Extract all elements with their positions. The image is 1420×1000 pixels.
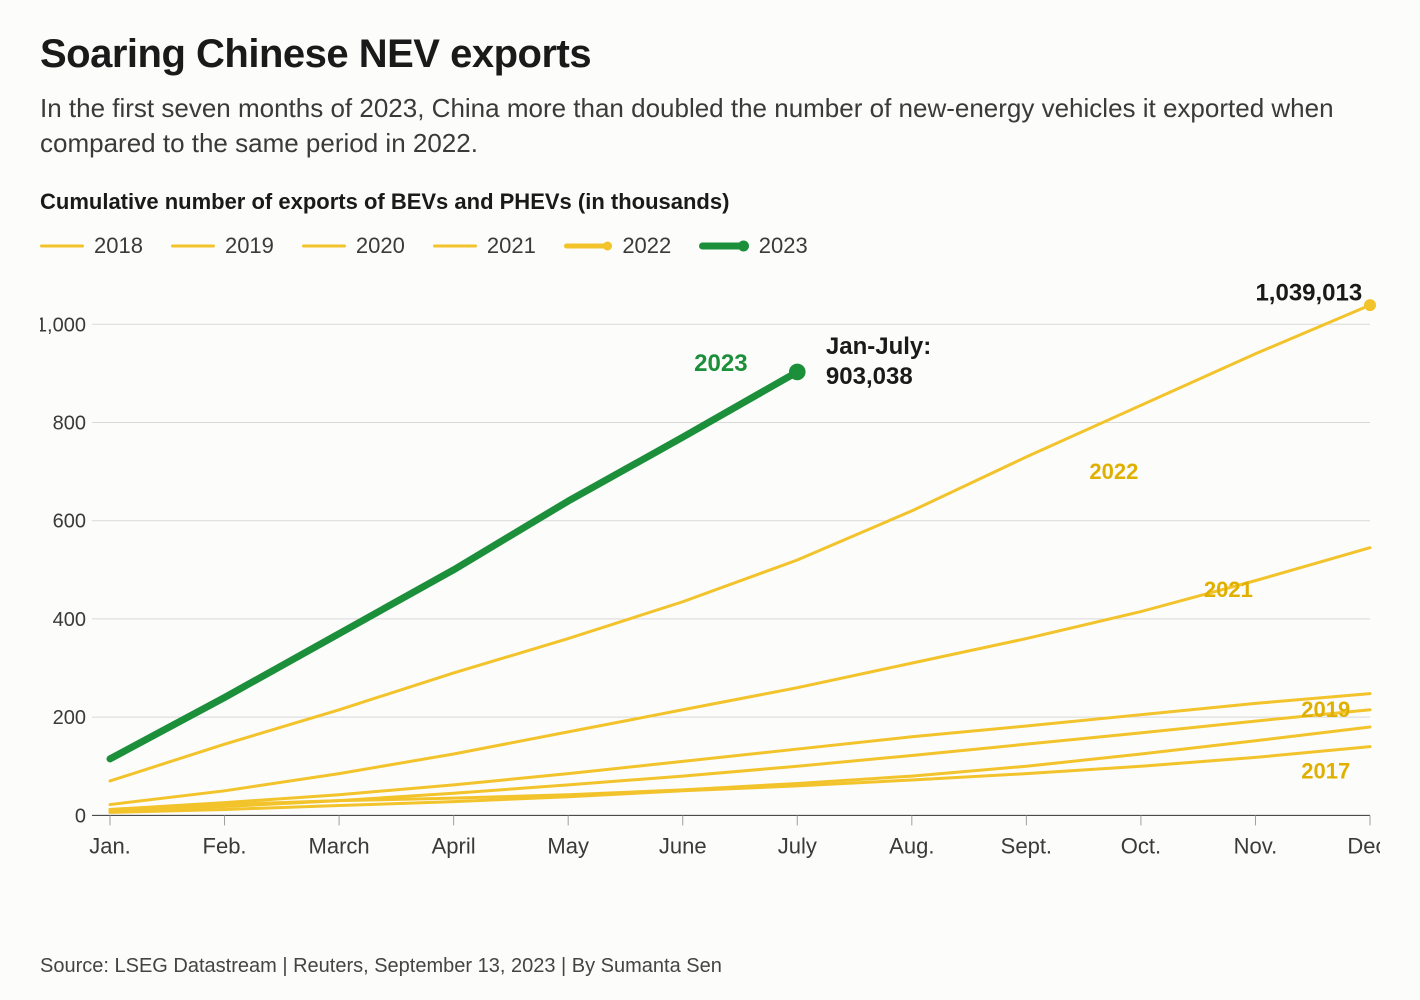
x-tick-label: Aug. [889, 834, 934, 859]
legend-item: 2020 [302, 233, 405, 259]
series-inline-label: 2017 [1301, 759, 1350, 784]
x-tick-label: Dec. [1347, 834, 1380, 859]
legend-swatch [171, 239, 215, 253]
series-2019 [110, 694, 1370, 810]
y-tick-label: 400 [53, 609, 86, 631]
y-tick-label: 600 [53, 511, 86, 533]
series-2018 [110, 710, 1370, 811]
line-chart-svg: 0 200 400 600 800 1,000 Jan. Feb. March April May J… [40, 275, 1380, 915]
series-inline-label: 2022 [1089, 459, 1138, 484]
legend-swatch [302, 239, 346, 253]
series-2021 [110, 548, 1370, 805]
x-tick-label: Jan. [89, 834, 131, 859]
series-end-dot [1364, 299, 1376, 311]
legend-label: 2022 [622, 233, 671, 259]
series-inline-label: 2023 [694, 350, 747, 377]
chart-subtitle: In the first seven months of 2023, China… [40, 91, 1340, 161]
y-tick-label: 800 [53, 413, 86, 435]
y-tick-label: 1,000 [40, 314, 86, 336]
source-attribution: Source: LSEG Datastream | Reuters, Septe… [40, 955, 722, 978]
legend-label: 2019 [225, 233, 274, 259]
legend-label: 2023 [759, 233, 808, 259]
legend-label: 2020 [356, 233, 405, 259]
legend-item: 2023 [699, 233, 807, 259]
x-tick-label: May [547, 834, 589, 859]
series-inline-label: 2019 [1301, 697, 1350, 722]
legend-swatch [564, 239, 608, 253]
page-root: Soaring Chinese NEV exports In the first… [0, 0, 1420, 1000]
x-tick-label: Feb. [203, 834, 247, 859]
x-tick-label: Nov. [1234, 834, 1278, 859]
chart-area: 0 200 400 600 800 1,000 Jan. Feb. March April May J… [40, 275, 1380, 915]
y-tick-label: 200 [53, 707, 86, 729]
chart-callout: Jan-Dec:1,039,013 [1255, 275, 1362, 306]
x-tick-label: June [659, 834, 707, 859]
x-tick-label: March [309, 834, 370, 859]
y-tick-label: 0 [75, 806, 86, 828]
legend-swatch [433, 239, 477, 253]
legend-swatch [40, 239, 84, 253]
legend-item: 2018 [40, 233, 143, 259]
x-tick-label: Sept. [1001, 834, 1052, 859]
series-2023 [110, 372, 797, 759]
legend-label: 2018 [94, 233, 143, 259]
series-end-dot [789, 364, 806, 381]
legend-item: 2019 [171, 233, 274, 259]
y-axis-title: Cumulative number of exports of BEVs and… [40, 189, 1380, 215]
legend-item: 2021 [433, 233, 536, 259]
x-tick-label: April [432, 834, 476, 859]
x-tick-label: Oct. [1121, 834, 1161, 859]
legend-item: 2022 [564, 233, 671, 259]
x-tick-label: July [778, 834, 817, 859]
chart-callout: Jan-July:903,038 [826, 333, 931, 390]
chart-legend: 2018 2019 2020 2021 2022 2023 [40, 233, 1380, 259]
chart-title: Soaring Chinese NEV exports [40, 32, 1380, 77]
legend-label: 2021 [487, 233, 536, 259]
series-inline-label: 2021 [1204, 577, 1253, 602]
legend-swatch [699, 239, 743, 253]
